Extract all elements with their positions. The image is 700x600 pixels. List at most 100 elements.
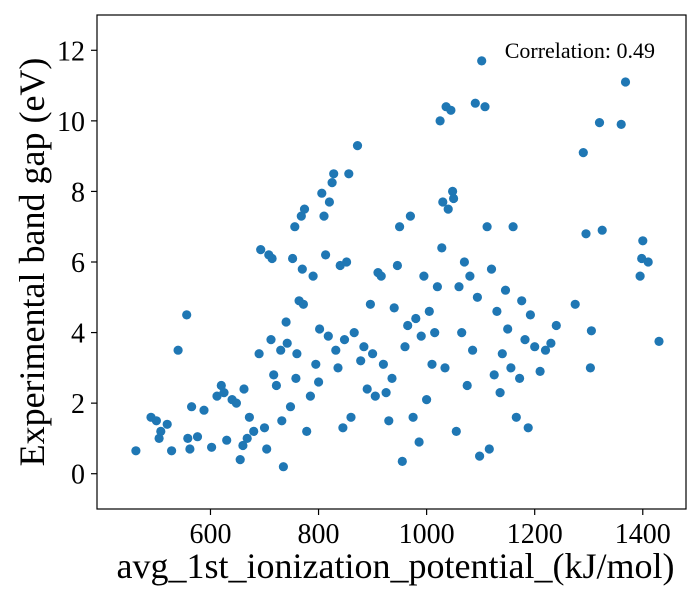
data-point <box>430 328 440 338</box>
data-point <box>331 345 341 355</box>
data-point <box>635 271 645 281</box>
data-point <box>470 98 480 108</box>
data-point <box>462 380 472 391</box>
data-point <box>381 388 391 398</box>
data-point <box>162 419 172 429</box>
data-point <box>586 326 597 336</box>
data-point <box>497 349 507 359</box>
data-point <box>438 197 448 207</box>
data-point <box>515 373 525 383</box>
x-tick-label: 600 <box>189 519 231 550</box>
data-point <box>333 363 343 373</box>
data-point <box>480 102 490 112</box>
data-point <box>400 342 410 352</box>
data-point <box>643 257 653 267</box>
data-point <box>419 271 429 281</box>
data-point <box>475 451 485 461</box>
data-point <box>327 178 337 188</box>
data-point <box>151 416 161 426</box>
correlation-annotation: Correlation: 0.49 <box>505 38 655 63</box>
data-point <box>414 437 424 447</box>
data-point <box>291 373 301 383</box>
data-point <box>352 141 363 151</box>
data-point <box>368 349 378 359</box>
data-point <box>231 398 241 408</box>
data-point <box>446 105 456 115</box>
data-point <box>244 412 254 422</box>
data-point <box>654 336 664 346</box>
data-point <box>342 257 352 267</box>
y-axis-label: Experimental band gap (eV) <box>12 58 52 467</box>
data-point <box>594 118 605 128</box>
data-point <box>405 211 415 221</box>
data-point <box>465 271 475 281</box>
data-point <box>506 363 516 373</box>
data-point <box>443 204 453 214</box>
data-point <box>276 345 286 355</box>
y-tick-label: 4 <box>71 319 85 350</box>
y-tick-label: 8 <box>71 177 85 208</box>
y-tick-label: 12 <box>57 36 85 67</box>
data-point <box>187 402 197 412</box>
data-point <box>242 433 252 443</box>
data-point <box>546 338 556 348</box>
data-point <box>376 271 386 281</box>
data-point <box>156 426 166 436</box>
data-point <box>454 282 464 292</box>
data-point <box>339 335 350 345</box>
data-point <box>486 264 497 274</box>
data-point <box>183 433 193 443</box>
data-point <box>282 338 292 348</box>
data-point <box>581 229 591 239</box>
data-point <box>167 446 177 456</box>
y-tick-label: 2 <box>71 389 85 420</box>
data-point <box>468 345 478 355</box>
data-point <box>520 335 530 345</box>
data-point <box>321 250 331 260</box>
data-point <box>437 243 447 253</box>
x-tick-label: 800 <box>298 519 340 550</box>
data-point <box>346 412 356 422</box>
data-point <box>389 303 399 313</box>
data-point <box>207 442 217 452</box>
data-point <box>517 296 527 306</box>
data-point <box>288 253 298 264</box>
data-point <box>472 292 482 302</box>
data-point <box>387 373 397 383</box>
data-point <box>408 412 418 422</box>
data-point <box>424 306 434 316</box>
data-point <box>249 426 259 436</box>
data-point <box>222 435 232 445</box>
data-point <box>440 363 450 373</box>
data-point <box>540 345 551 355</box>
data-point <box>356 356 366 366</box>
data-point <box>314 377 324 387</box>
data-point <box>620 77 631 87</box>
data-point <box>338 423 348 433</box>
data-point <box>384 416 394 426</box>
data-point <box>277 416 287 426</box>
data-point <box>266 335 276 345</box>
data-point <box>597 225 607 235</box>
data-point <box>525 310 536 320</box>
data-point <box>535 366 545 376</box>
data-point <box>511 412 521 422</box>
data-point <box>508 222 518 232</box>
data-point <box>292 349 302 359</box>
data-point <box>503 324 513 334</box>
data-point <box>484 444 494 454</box>
data-point <box>585 363 596 373</box>
data-point <box>397 456 407 466</box>
data-point <box>185 444 195 454</box>
data-point <box>238 440 248 451</box>
data-point <box>359 342 369 352</box>
data-point <box>285 402 296 412</box>
data-point <box>457 328 467 338</box>
data-point <box>365 299 375 309</box>
data-point <box>451 426 461 436</box>
data-point <box>616 119 626 129</box>
data-point <box>296 211 306 221</box>
data-point <box>459 257 469 267</box>
data-point <box>500 285 511 295</box>
data-point <box>317 188 327 198</box>
